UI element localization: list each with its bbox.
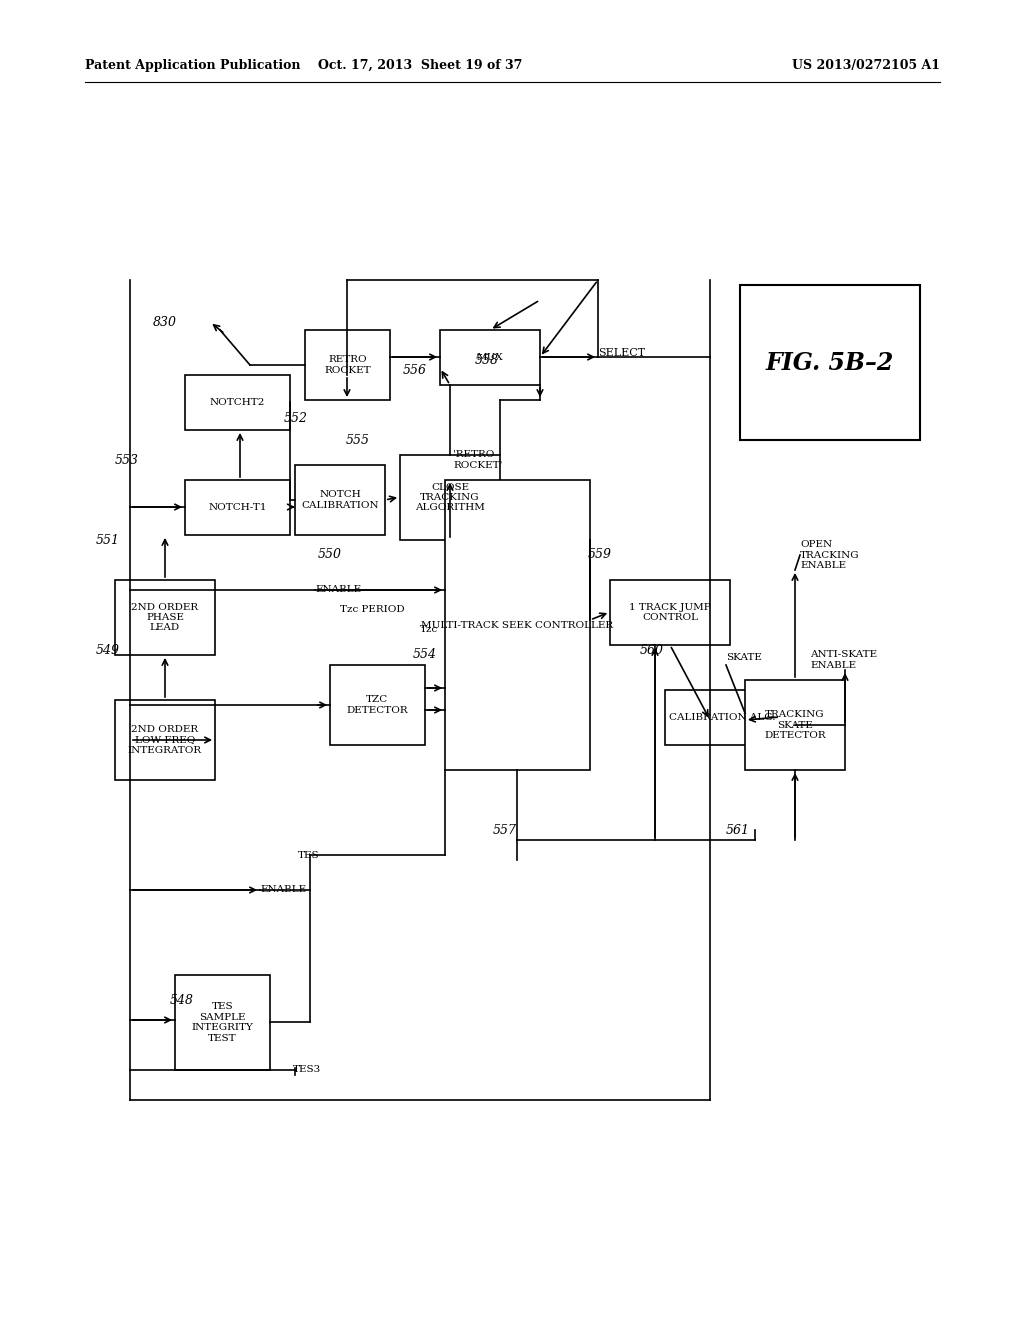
Text: Patent Application Publication: Patent Application Publication [85, 58, 300, 71]
Text: RETRO
ROCKET: RETRO ROCKET [325, 355, 371, 375]
Bar [665, 690, 780, 744]
Text: CALIBRATION ALG.: CALIBRATION ALG. [670, 713, 776, 722]
Text: FIG. 5B–2: FIG. 5B–2 [766, 351, 894, 375]
Text: 551: 551 [96, 533, 120, 546]
Bar [330, 665, 425, 744]
Bar [115, 579, 215, 655]
Text: SKATE: SKATE [726, 653, 762, 663]
Text: 552: 552 [284, 412, 308, 425]
Text: 560: 560 [640, 644, 664, 656]
Text: 559: 559 [588, 549, 612, 561]
Text: 554: 554 [413, 648, 437, 661]
Bar [610, 579, 730, 645]
Text: Tzc PERIOD: Tzc PERIOD [340, 606, 404, 615]
Text: TRACKING
SKATE
DETECTOR: TRACKING SKATE DETECTOR [764, 710, 825, 741]
Text: SELECT: SELECT [598, 348, 645, 358]
Text: CLOSE
TRACKING
ALGORITHM: CLOSE TRACKING ALGORITHM [415, 483, 485, 512]
Text: ANTI-SKATE
ENABLE: ANTI-SKATE ENABLE [810, 651, 878, 669]
Text: Tzc: Tzc [420, 626, 438, 635]
Text: US 2013/0272105 A1: US 2013/0272105 A1 [792, 58, 940, 71]
Text: ENABLE: ENABLE [260, 886, 306, 895]
Text: 558: 558 [475, 354, 499, 367]
Text: 561: 561 [726, 824, 750, 837]
Text: TES
SAMPLE
INTEGRITY
TEST: TES SAMPLE INTEGRITY TEST [191, 1002, 253, 1043]
Text: 549: 549 [96, 644, 120, 656]
Text: TES3: TES3 [293, 1065, 322, 1074]
Text: NOTCH-T1: NOTCH-T1 [208, 503, 266, 512]
Text: 553: 553 [115, 454, 139, 466]
Text: 556: 556 [403, 363, 427, 376]
Bar [185, 375, 290, 430]
Bar [440, 330, 540, 385]
Bar [745, 680, 845, 770]
Text: 2ND ORDER
PHASE
LEAD: 2ND ORDER PHASE LEAD [131, 603, 199, 632]
Text: 555: 555 [346, 433, 370, 446]
Text: 550: 550 [318, 549, 342, 561]
Text: MUX: MUX [476, 352, 504, 362]
Text: 548: 548 [170, 994, 194, 1006]
Text: TES: TES [298, 850, 319, 859]
Text: 'RETRO
ROCKET': 'RETRO ROCKET' [453, 450, 503, 470]
Bar [295, 465, 385, 535]
Text: MULTI-TRACK SEEK CONTROLLER: MULTI-TRACK SEEK CONTROLLER [422, 620, 613, 630]
Text: ENABLE: ENABLE [315, 586, 361, 594]
Text: 557: 557 [493, 824, 517, 837]
Text: 1 TRACK JUMP
CONTROL: 1 TRACK JUMP CONTROL [629, 603, 711, 622]
Bar [115, 700, 215, 780]
Bar [185, 480, 290, 535]
Text: Oct. 17, 2013  Sheet 19 of 37: Oct. 17, 2013 Sheet 19 of 37 [317, 58, 522, 71]
Bar [400, 455, 500, 540]
Text: OPEN
TRACKING
ENABLE: OPEN TRACKING ENABLE [800, 540, 859, 570]
Text: TZC
DETECTOR: TZC DETECTOR [347, 696, 409, 714]
Bar [740, 285, 920, 440]
Bar [305, 330, 390, 400]
Text: 830: 830 [153, 315, 177, 329]
Text: NOTCH
CALIBRATION: NOTCH CALIBRATION [301, 490, 379, 510]
Text: NOTCHT2: NOTCHT2 [210, 399, 265, 407]
Text: 2ND ORDER
LOW FREQ
INTEGRATOR: 2ND ORDER LOW FREQ INTEGRATOR [128, 725, 202, 755]
Bar [445, 480, 590, 770]
Bar [175, 975, 270, 1071]
